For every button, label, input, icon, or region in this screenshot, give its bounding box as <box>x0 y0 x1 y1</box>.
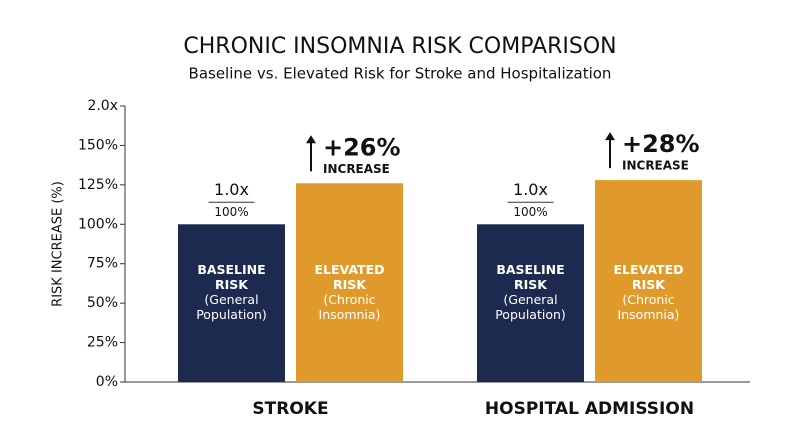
value-label: 100% <box>513 205 547 219</box>
value-label: 100% <box>214 205 248 219</box>
bar-series-note: (General Population) <box>196 292 267 322</box>
bar <box>296 183 403 382</box>
chart-title: CHRONIC INSOMNIA RISK COMPARISON <box>183 34 616 59</box>
increase-label: +26% <box>323 133 401 161</box>
chart-subtitle: Baseline vs. Elevated Risk for Stroke an… <box>189 65 612 83</box>
bar-series-name: BASELINE RISK <box>197 262 265 292</box>
increase-text: INCREASE <box>622 159 689 173</box>
bar-series-note: (Chronic Insomnia) <box>618 292 680 322</box>
bar-series-name: ELEVATED RISK <box>613 262 683 292</box>
y-axis-label: RISK INCREASE (%) <box>51 181 66 307</box>
bar <box>595 180 702 382</box>
y-tick-label: 2.0x <box>87 98 118 114</box>
ratio-label: 1.0x <box>513 180 548 199</box>
y-tick-label: 50% <box>87 295 118 311</box>
y-tick-label: 75% <box>87 256 118 272</box>
increase-arrowhead <box>605 132 615 141</box>
bar-series-note: (Chronic Insomnia) <box>319 292 381 322</box>
bar-series-note: (General Population) <box>495 292 566 322</box>
y-tick-label: 150% <box>78 137 118 153</box>
y-tick-label: 0% <box>96 374 118 390</box>
bar-series-name: ELEVATED RISK <box>314 262 384 292</box>
bar-series-name: BASELINE RISK <box>496 262 564 292</box>
y-tick-label: 125% <box>78 177 118 193</box>
bar <box>477 224 584 382</box>
bar <box>178 224 285 382</box>
y-tick-label: 25% <box>87 335 118 351</box>
increase-text: INCREASE <box>323 162 390 176</box>
increase-label: +28% <box>622 130 700 158</box>
x-tick-label: STROKE <box>252 399 328 419</box>
ratio-label: 1.0x <box>214 180 249 199</box>
y-tick-label: 100% <box>78 216 118 232</box>
x-tick-label: HOSPITAL ADMISSION <box>485 399 694 419</box>
increase-arrowhead <box>306 135 316 144</box>
